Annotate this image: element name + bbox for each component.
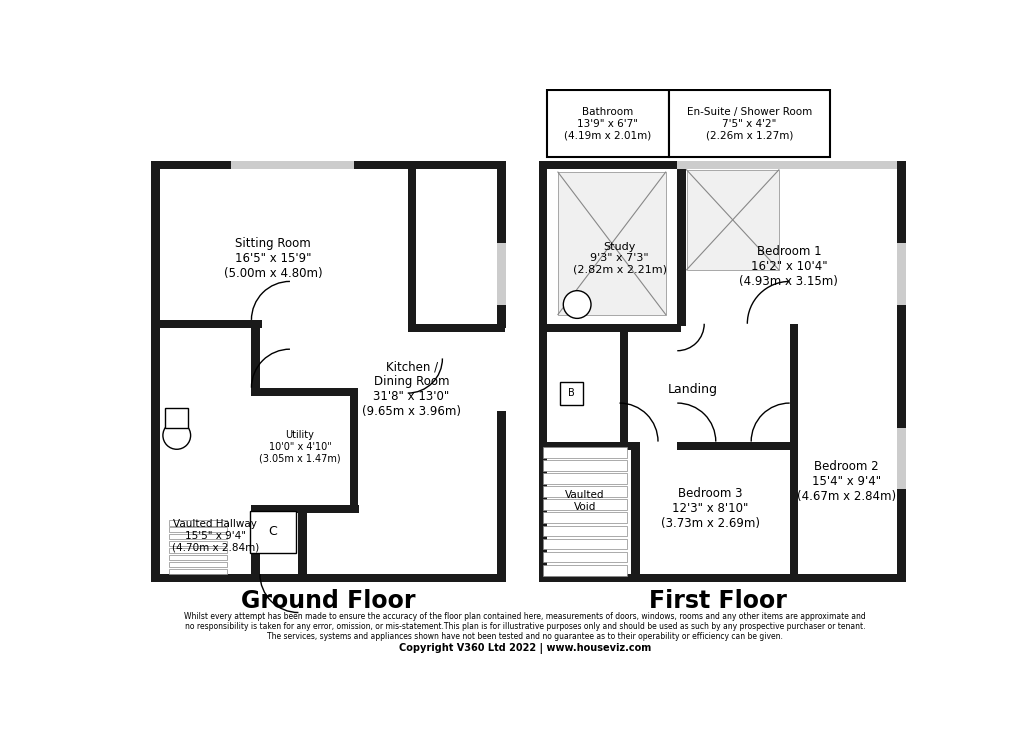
Text: Study
9'3" x 7'3"
(2.82m x 2.21m): Study 9'3" x 7'3" (2.82m x 2.21m) (572, 242, 667, 275)
Bar (897, 161, 906, 582)
Circle shape (563, 290, 591, 319)
Text: Ground Floor: Ground Floor (242, 589, 416, 613)
Bar (790, 324, 798, 447)
Bar (408, 324, 505, 332)
Bar (152, 574, 506, 582)
Bar (686, 170, 779, 270)
Bar (152, 161, 506, 169)
Bar (547, 90, 669, 156)
Bar (350, 388, 358, 507)
Bar (165, 408, 188, 428)
Bar (152, 182, 160, 227)
Bar (539, 161, 547, 207)
Bar (543, 447, 628, 458)
Text: Kitchen /
Dining Room
31'8" x 13'0"
(9.65m x 3.96m): Kitchen / Dining Room 31'8" x 13'0" (9.6… (362, 360, 461, 418)
Bar (252, 505, 359, 514)
Bar (230, 161, 354, 169)
Bar (169, 568, 226, 574)
Text: Landing: Landing (668, 382, 718, 396)
Bar (539, 161, 906, 169)
Bar (669, 90, 830, 156)
Text: Copyright V360 Ltd 2022 | www.houseviz.com: Copyright V360 Ltd 2022 | www.houseviz.c… (398, 643, 651, 654)
Bar (152, 161, 506, 582)
Text: Bedroom 3
12'3" x 8'10"
(3.73m x 2.69m): Bedroom 3 12'3" x 8'10" (3.73m x 2.69m) (660, 487, 760, 530)
Text: Bedroom 2
15'4" x 9'4"
(4.67m x 2.84m): Bedroom 2 15'4" x 9'4" (4.67m x 2.84m) (797, 460, 896, 503)
Bar (677, 161, 897, 169)
Bar (543, 539, 628, 549)
Bar (558, 172, 666, 314)
Bar (252, 320, 260, 389)
Bar (497, 243, 506, 305)
Bar (169, 534, 226, 539)
Bar (543, 513, 628, 523)
Bar (897, 243, 906, 305)
Text: no responsibility is taken for any error, omission, or mis-statement.This plan i: no responsibility is taken for any error… (184, 622, 865, 631)
Text: Whilst every attempt has been made to ensure the accuracy of the floor plan cont: Whilst every attempt has been made to en… (184, 612, 865, 621)
Text: First Floor: First Floor (649, 589, 787, 613)
Text: C: C (268, 525, 278, 538)
Bar (252, 388, 351, 396)
Text: Vaulted Hallway
15'5" x 9'4"
(4.70m x 2.84m): Vaulted Hallway 15'5" x 9'4" (4.70m x 2.… (172, 519, 259, 552)
Bar (539, 574, 906, 582)
Bar (497, 411, 506, 582)
Bar (298, 505, 307, 582)
Bar (169, 541, 226, 546)
Text: Bedroom 1
16'2" x 10'4"
(4.93m x 3.15m): Bedroom 1 16'2" x 10'4" (4.93m x 3.15m) (739, 245, 839, 288)
Bar (543, 460, 628, 471)
Bar (543, 486, 628, 497)
Bar (169, 520, 226, 525)
Bar (169, 548, 226, 554)
Bar (539, 324, 681, 332)
Bar (169, 555, 226, 560)
Text: Bathroom
13'9" x 6'7"
(4.19m x 2.01m): Bathroom 13'9" x 6'7" (4.19m x 2.01m) (564, 107, 651, 140)
Bar (543, 525, 628, 536)
Bar (152, 161, 160, 582)
Bar (497, 161, 506, 328)
Bar (252, 505, 260, 582)
Bar (160, 320, 262, 328)
Bar (631, 442, 640, 582)
Text: En-Suite / Shower Room
7'5" x 4'2"
(2.26m x 1.27m): En-Suite / Shower Room 7'5" x 4'2" (2.26… (687, 107, 812, 140)
Bar (620, 324, 628, 447)
Bar (560, 382, 584, 405)
Bar (543, 552, 628, 562)
Bar (169, 527, 226, 533)
Bar (543, 565, 628, 576)
Text: Sitting Room
16'5" x 15'9"
(5.00m x 4.80m): Sitting Room 16'5" x 15'9" (5.00m x 4.80… (223, 237, 323, 280)
Bar (790, 442, 798, 582)
Circle shape (163, 422, 190, 449)
Text: Vaulted
Void: Vaulted Void (565, 490, 604, 512)
Bar (169, 562, 226, 567)
Bar (897, 428, 906, 489)
Bar (677, 442, 797, 450)
Text: B: B (568, 388, 575, 398)
Bar (677, 161, 686, 326)
Text: The services, systems and appliances shown have not been tested and no guarantee: The services, systems and appliances sho… (267, 632, 782, 641)
Text: Utility
10'0" x 4'10"
(3.05m x 1.47m): Utility 10'0" x 4'10" (3.05m x 1.47m) (259, 431, 341, 464)
Bar (543, 499, 628, 510)
Bar (547, 442, 632, 450)
Bar (543, 473, 628, 484)
Bar (408, 161, 416, 331)
Bar (539, 161, 906, 582)
Bar (539, 161, 547, 582)
Bar (250, 511, 296, 554)
